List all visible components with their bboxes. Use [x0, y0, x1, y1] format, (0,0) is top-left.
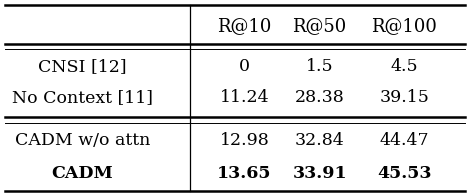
Text: 33.91: 33.91: [292, 165, 347, 182]
Text: 45.53: 45.53: [377, 165, 431, 182]
Text: R@10: R@10: [217, 17, 272, 35]
Text: 12.98: 12.98: [219, 132, 269, 149]
Text: 1.5: 1.5: [306, 58, 333, 75]
Text: No Context [11]: No Context [11]: [12, 89, 153, 107]
Text: 4.5: 4.5: [391, 58, 418, 75]
Text: 0: 0: [239, 58, 250, 75]
Text: 13.65: 13.65: [217, 165, 272, 182]
Text: R@50: R@50: [292, 17, 347, 35]
Text: CADM: CADM: [51, 165, 113, 182]
Text: 44.47: 44.47: [379, 132, 429, 149]
Text: CNSI [12]: CNSI [12]: [38, 58, 126, 75]
Text: 28.38: 28.38: [295, 89, 345, 107]
Text: 11.24: 11.24: [219, 89, 269, 107]
Text: 39.15: 39.15: [379, 89, 429, 107]
Text: CADM w/o attn: CADM w/o attn: [15, 132, 150, 149]
Text: 32.84: 32.84: [295, 132, 345, 149]
Text: R@100: R@100: [371, 17, 437, 35]
